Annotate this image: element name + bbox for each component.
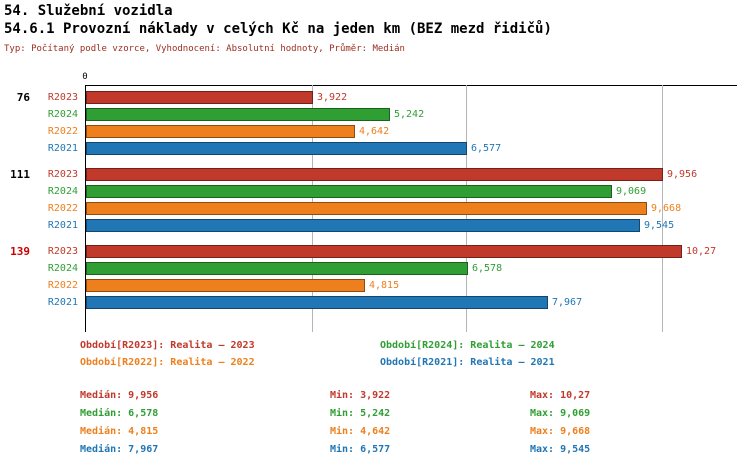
stat-max: Max: 9,668: [530, 426, 591, 437]
bar-value-label: 6,577: [471, 143, 502, 154]
stat-median: Medián: 9,956: [80, 390, 159, 401]
bar-series-label: R2024: [47, 109, 78, 120]
group-label: 76: [16, 91, 30, 104]
bar-series-label: R2023: [47, 92, 78, 103]
stat-median: Medián: 6,578: [80, 408, 159, 419]
bar-series-label: R2021: [47, 297, 78, 308]
bar-value-label: 9,069: [616, 186, 647, 197]
axis-zero-label: 0: [82, 72, 88, 82]
stat-min: Min: 6,577: [330, 444, 391, 455]
bar-value-label: 10,27: [686, 246, 717, 257]
bar: [86, 296, 548, 309]
bar-series-label: R2022: [47, 280, 78, 291]
stat-min: Min: 5,242: [330, 408, 391, 419]
bar-series-label: R2021: [47, 220, 78, 231]
bar-series-label: R2022: [47, 126, 78, 137]
stat-max: Max: 9,545: [530, 444, 591, 455]
stat-min: Min: 4,642: [330, 426, 391, 437]
bar-value-label: 4,815: [369, 280, 400, 291]
stat-median: Medián: 7,967: [80, 444, 159, 455]
bar-series-label: R2023: [47, 169, 78, 180]
y-axis-line: [85, 85, 86, 332]
bar-value-label: 3,922: [317, 92, 348, 103]
chart-subtitle: 54.6.1 Provozní náklady v celých Kč na j…: [4, 21, 552, 37]
stat-median: Medián: 4,815: [80, 426, 159, 437]
bar: [86, 262, 468, 275]
bar: [86, 185, 612, 198]
stat-max: Max: 9,069: [530, 408, 591, 419]
bar-value-label: 9,545: [644, 220, 675, 231]
bar: [86, 202, 647, 215]
bar-value-label: 6,578: [472, 263, 503, 274]
bar: [86, 125, 355, 138]
bar-series-label: R2021: [47, 143, 78, 154]
gridline: [662, 85, 664, 332]
bar-series-label: R2024: [47, 186, 78, 197]
group-label: 139: [10, 245, 30, 258]
bar-value-label: 9,956: [667, 169, 698, 180]
legend-item: Období[R2022]: Realita – 2022: [80, 357, 255, 368]
chart-meta-line: Typ: Počítaný podle vzorce, Vyhodnocení:…: [4, 44, 405, 54]
bar: [86, 142, 467, 155]
stat-max: Max: 10,27: [530, 390, 591, 401]
bar-value-label: 7,967: [552, 297, 583, 308]
x-axis-line: [85, 85, 737, 86]
bar: [86, 91, 313, 104]
bar-value-label: 5,242: [394, 109, 425, 120]
bar: [86, 219, 640, 232]
bar: [86, 279, 365, 292]
stat-min: Min: 3,922: [330, 390, 391, 401]
bar: [86, 168, 663, 181]
group-label: 111: [10, 168, 30, 181]
legend-item: Období[R2021]: Realita – 2021: [380, 357, 555, 368]
legend-item: Období[R2024]: Realita – 2024: [380, 340, 555, 351]
bar-series-label: R2023: [47, 246, 78, 257]
legend-item: Období[R2023]: Realita – 2023: [80, 340, 255, 351]
bar: [86, 108, 390, 121]
bar: [86, 245, 682, 258]
bar-value-label: 9,668: [651, 203, 682, 214]
bar-value-label: 4,642: [359, 126, 390, 137]
bar-series-label: R2022: [47, 203, 78, 214]
page-title: 54. Služební vozidla: [4, 3, 173, 19]
bar-series-label: R2024: [47, 263, 78, 274]
